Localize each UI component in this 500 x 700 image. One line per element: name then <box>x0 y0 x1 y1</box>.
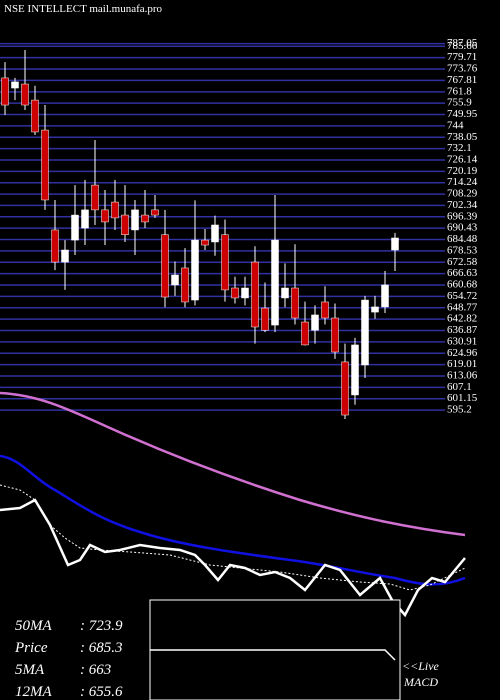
candle-body <box>101 209 109 223</box>
y-tick-label: 624.96 <box>447 347 478 359</box>
y-tick-label: 672.58 <box>447 256 478 268</box>
candle-body <box>381 284 389 308</box>
candle-body <box>71 214 79 241</box>
stat-label: 50MA : 723.9 <box>15 618 123 634</box>
candle-body <box>271 239 279 326</box>
stat-value: : 655.6 <box>80 684 123 700</box>
y-tick-label: 702.34 <box>447 199 478 211</box>
candle-body <box>261 307 269 331</box>
candle-body <box>171 274 179 286</box>
y-tick-label: 738.05 <box>447 131 478 143</box>
candle-body <box>331 317 339 353</box>
y-tick-label: 654.72 <box>447 290 477 302</box>
candle-body <box>181 267 189 303</box>
candle-body <box>211 224 219 243</box>
stat-value: : 663 <box>80 662 111 678</box>
y-tick-label: 595.2 <box>447 404 472 416</box>
ma50-line <box>0 391 466 537</box>
candle-body <box>341 361 349 416</box>
candle-body <box>51 229 59 263</box>
y-tick-label: 666.63 <box>447 267 478 279</box>
stat-value: : 723.9 <box>80 618 123 634</box>
y-tick-label: 785.66 <box>447 40 478 52</box>
ma5-line <box>0 484 466 591</box>
y-tick-label: 714.24 <box>447 176 478 188</box>
candle-body <box>311 314 319 331</box>
stat-name: Price <box>14 640 48 656</box>
candle-body <box>141 214 149 223</box>
y-tick-label: 732.1 <box>447 142 472 154</box>
y-tick-label: 636.87 <box>447 324 478 336</box>
stat-name: 12MA <box>15 684 52 700</box>
candle-body <box>221 234 229 291</box>
candle-body <box>201 239 209 246</box>
y-tick-label: 708.29 <box>447 188 478 200</box>
y-tick-label: 619.01 <box>447 358 477 370</box>
candle-body <box>31 99 39 133</box>
chart-title: NSE INTELLECT mail.munafa.pro <box>4 3 163 15</box>
y-tick-label: 779.71 <box>447 51 477 63</box>
stat-name: 50MA <box>15 618 52 634</box>
y-tick-label: 678.53 <box>447 244 478 256</box>
candle-body <box>191 239 199 301</box>
y-tick-label: 601.15 <box>447 392 478 404</box>
ma12-line <box>0 454 466 586</box>
y-tick-label: 755.9 <box>447 97 472 109</box>
candles <box>1 50 399 420</box>
y-tick-label: 726.14 <box>447 154 478 166</box>
candle-body <box>391 237 399 251</box>
y-tick-label: 613.06 <box>447 369 478 381</box>
y-tick-label: 720.19 <box>447 165 478 177</box>
stat-name: 5MA <box>15 662 45 678</box>
grid <box>0 42 445 411</box>
candle-body <box>251 261 259 328</box>
y-tick-label: 773.76 <box>447 63 478 75</box>
y-tick-label: 690.43 <box>447 222 478 234</box>
y-tick-label: 607.1 <box>447 381 472 393</box>
candle-body <box>151 209 159 216</box>
candle-body <box>11 81 19 89</box>
y-tick-label: 660.68 <box>447 279 478 291</box>
candle-body <box>121 214 129 235</box>
y-tick-label: 761.8 <box>447 85 472 97</box>
y-tick-label: 684.48 <box>447 233 478 245</box>
candle-body <box>241 287 249 299</box>
macd-line <box>150 649 396 661</box>
y-tick-label: 749.95 <box>447 108 478 120</box>
candle-body <box>321 301 329 319</box>
candle-body <box>131 209 139 231</box>
candle-body <box>61 249 69 263</box>
macd-title: MACD <box>403 675 438 689</box>
candle-body <box>81 209 89 229</box>
candle-body <box>371 306 379 313</box>
stats: 50MA : 723.9 Price : 685.3 5MA : 663 12MA : 655… <box>14 618 123 700</box>
y-tick-label: 744 <box>447 119 464 131</box>
candle-body <box>161 234 169 298</box>
candle-body <box>351 344 359 396</box>
candle-body <box>281 287 289 299</box>
candle-body <box>231 287 239 299</box>
y-axis: 787.05785.66779.71773.76767.81761.8755.9… <box>447 37 478 415</box>
candle-body <box>111 201 119 219</box>
stat-label: Price : 685.3 <box>14 640 123 656</box>
candle-body <box>41 129 49 201</box>
stat-label: 5MA : 663 <box>15 662 111 678</box>
y-tick-label: 696.39 <box>447 210 478 222</box>
y-tick-label: 648.77 <box>447 301 478 313</box>
macd-live: <<Live <box>402 659 440 673</box>
y-tick-label: 642.82 <box>447 313 477 325</box>
y-tick-label: 630.91 <box>447 335 477 347</box>
stat-value: : 685.3 <box>80 640 123 656</box>
candle-body <box>1 77 9 106</box>
candle-body <box>361 299 369 366</box>
candle-body <box>21 83 29 106</box>
stat-label: 12MA : 655.6 <box>15 684 123 700</box>
y-tick-label: 787.05 <box>447 37 478 49</box>
candle-body <box>301 321 309 346</box>
candle-body <box>91 184 99 211</box>
y-tick-label: 767.81 <box>447 74 477 86</box>
candle-body <box>291 287 299 319</box>
